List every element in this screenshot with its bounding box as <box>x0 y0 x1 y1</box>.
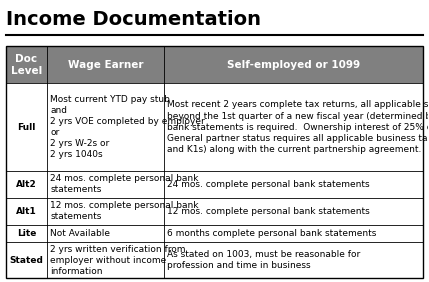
Text: Income Documentation: Income Documentation <box>6 10 261 29</box>
Text: Lite: Lite <box>17 229 36 238</box>
Text: 24 mos. complete personal bank
statements: 24 mos. complete personal bank statement… <box>50 174 199 194</box>
Text: Alt1: Alt1 <box>16 207 37 216</box>
Text: 12 mos. complete personal bank statements: 12 mos. complete personal bank statement… <box>167 207 370 216</box>
Text: Stated: Stated <box>9 256 43 265</box>
Text: Not Available: Not Available <box>50 229 110 238</box>
Text: Self-employed or 1099: Self-employed or 1099 <box>227 60 360 70</box>
Text: Most recent 2 years complete tax returns, all applicable schedules & forms.  If : Most recent 2 years complete tax returns… <box>167 100 429 154</box>
Text: Wage Earner: Wage Earner <box>68 60 144 70</box>
Text: Full: Full <box>17 123 36 132</box>
FancyBboxPatch shape <box>6 46 423 83</box>
Text: 24 mos. complete personal bank statements: 24 mos. complete personal bank statement… <box>167 180 370 189</box>
Text: Alt2: Alt2 <box>16 180 37 189</box>
Text: 2 yrs written verification from
employer without income
information: 2 yrs written verification from employer… <box>50 244 186 276</box>
Text: 12 mos. complete personal bank
statements: 12 mos. complete personal bank statement… <box>50 201 199 221</box>
Text: Most current YTD pay stub
and
2 yrs VOE completed by employer
or
2 yrs W-2s or
2: Most current YTD pay stub and 2 yrs VOE … <box>50 95 205 159</box>
Text: 6 months complete personal bank statements: 6 months complete personal bank statemen… <box>167 229 377 238</box>
Text: Doc
Level: Doc Level <box>11 54 42 76</box>
Text: As stated on 1003, must be reasonable for
profession and time in business: As stated on 1003, must be reasonable fo… <box>167 250 361 270</box>
